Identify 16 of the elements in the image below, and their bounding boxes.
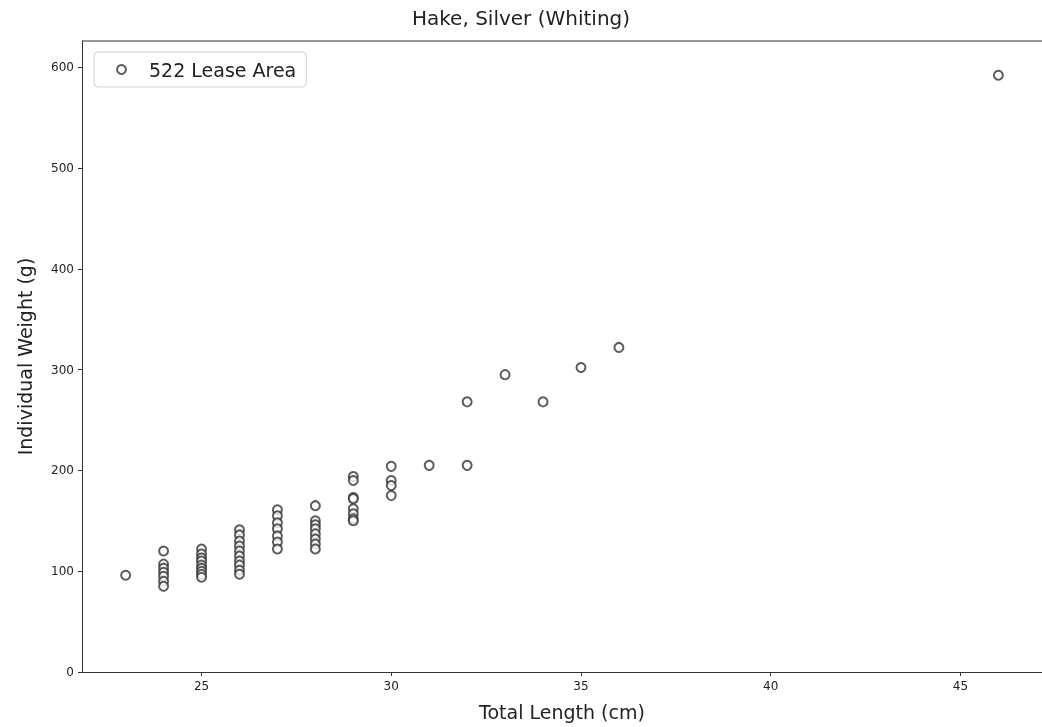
y-tick-label: 100	[51, 564, 74, 579]
y-tick-label: 300	[51, 362, 74, 377]
legend-label: 522 Lease Area	[149, 58, 297, 81]
y-tick-label: 500	[51, 161, 74, 176]
x-tick-label: 35	[573, 679, 589, 693]
y-tick-label: 400	[51, 261, 74, 276]
y-tick-label: 0	[66, 665, 74, 679]
x-tick-label: 40	[763, 679, 779, 693]
x-tick-label: 45	[952, 679, 969, 693]
y-axis-title: Individual Weight (g)	[13, 257, 36, 456]
x-axis-title: Total Length (cm)	[478, 700, 645, 723]
x-tick-label: 30	[383, 679, 399, 693]
y-tick-label: 600	[51, 60, 74, 75]
x-tick-label: 25	[193, 679, 210, 693]
y-tick-label: 200	[51, 463, 74, 478]
chart-title: Hake, Silver (Whiting)	[411, 6, 631, 30]
